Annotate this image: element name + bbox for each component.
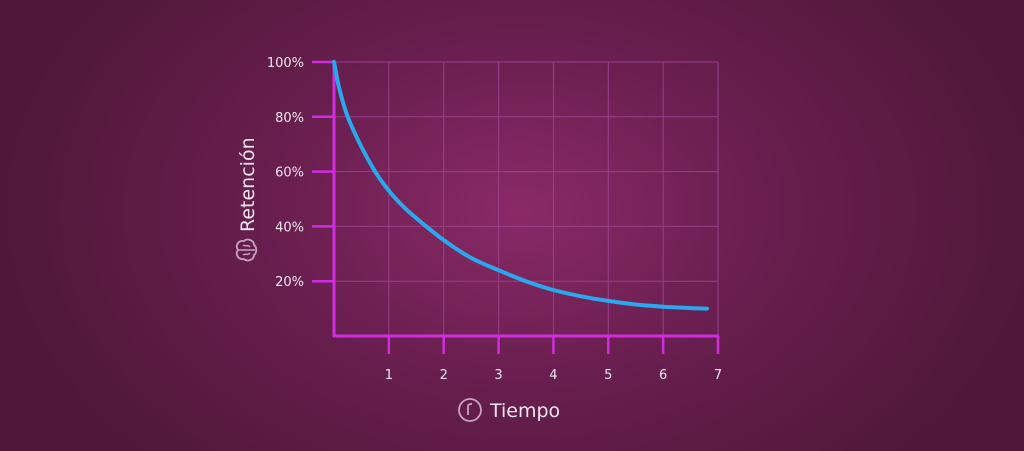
grid-layer bbox=[334, 61, 719, 336]
y-axis-title-group: Retención bbox=[235, 137, 259, 262]
x-axis-title-group: Tiempo bbox=[458, 398, 560, 422]
axis-layer bbox=[332, 62, 719, 338]
y-tick-label: 20% bbox=[275, 275, 304, 290]
clock-icon bbox=[458, 398, 482, 422]
x-tick-label: 4 bbox=[549, 368, 557, 383]
series-layer bbox=[332, 60, 709, 311]
x-tick-label: 5 bbox=[604, 368, 612, 383]
retention-curve bbox=[332, 60, 709, 311]
y-tick-label: 60% bbox=[275, 166, 304, 181]
x-tick-label: 1 bbox=[385, 368, 393, 383]
x-tick-label: 3 bbox=[494, 368, 502, 383]
x-tick-label: 2 bbox=[440, 368, 448, 383]
y-tick-label: 100% bbox=[267, 56, 304, 71]
brain-icon bbox=[235, 238, 258, 262]
x-axis-title: Tiempo bbox=[489, 400, 560, 422]
x-tick-label: 7 bbox=[714, 368, 722, 383]
x-tick-label: 6 bbox=[659, 368, 667, 383]
y-axis-title: Retención bbox=[237, 137, 259, 232]
tick-layer: 1 2 3 4 5 6 7 20% 40% 60% 80% 100% bbox=[267, 56, 722, 383]
y-tick-label: 80% bbox=[275, 111, 304, 126]
y-tick-label: 40% bbox=[275, 220, 304, 235]
